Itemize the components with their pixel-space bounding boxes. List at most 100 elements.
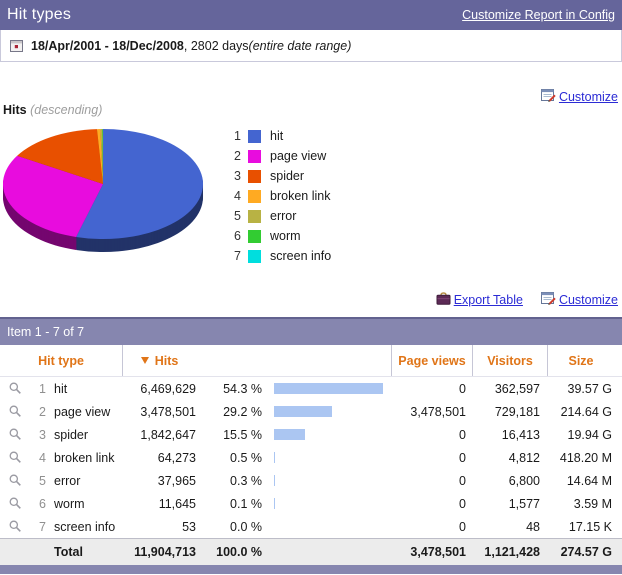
- row-number: 3: [39, 427, 46, 442]
- total-page-views: 3,478,501: [410, 545, 466, 559]
- zoom-magnifier-icon[interactable]: [0, 405, 30, 418]
- table-row: 6 worm 11,645 0.1 % 0 1,577 3.59 M: [0, 492, 622, 515]
- pie-slice-error: [100, 129, 103, 184]
- hit-type-cell: hit: [54, 381, 68, 396]
- percent-cell: 0.0 %: [230, 519, 262, 534]
- row-number: 7: [39, 519, 46, 534]
- hits-cell: 3,478,501: [140, 404, 196, 419]
- export-table-link[interactable]: Export Table: [453, 292, 523, 307]
- hits-cell: 64,273: [157, 450, 196, 465]
- legend-item: 4 broken link: [228, 186, 331, 206]
- size-cell: 14.64 M: [566, 473, 612, 488]
- percent-cell: 29.2 %: [223, 404, 262, 419]
- percent-bar-cell: [262, 429, 392, 440]
- size-cell: 19.94 G: [567, 427, 612, 442]
- table-row: 1 hit 6,469,629 54.3 % 0 362,597 39.57 G: [0, 377, 622, 400]
- legend-swatch-icon: [248, 229, 261, 243]
- legend-item: 2 page view: [228, 146, 331, 166]
- pie-legend: 1 hit 2 page view 3 spider 4 broken link 5 error 6…: [228, 126, 331, 266]
- date-days-text: , 2802 days: [183, 38, 249, 53]
- table-customize-link[interactable]: Customize: [558, 292, 618, 307]
- zoom-magnifier-icon[interactable]: [0, 497, 30, 510]
- legend-swatch-icon: [248, 149, 261, 163]
- pagination-bar: Item 1 - 7 of 7: [0, 317, 622, 345]
- customize-report-in-config-link[interactable]: Customize Report in Config: [462, 8, 615, 22]
- legend-item: 6 worm: [228, 226, 331, 246]
- chart-customize-link[interactable]: Customize: [558, 89, 618, 104]
- percent-bar: [274, 475, 275, 486]
- percent-bar-cell: [262, 475, 392, 486]
- percent-bar-cell: [262, 383, 392, 394]
- hits-cell: 1,842,647: [140, 427, 196, 442]
- total-label: Total: [54, 545, 83, 559]
- row-number: 1: [39, 381, 46, 396]
- visitors-cell: 729,181: [494, 404, 540, 419]
- legend-swatch-icon: [248, 249, 261, 263]
- size-cell: 17.15 K: [568, 519, 612, 534]
- column-header-hit-type[interactable]: Hit type: [0, 345, 123, 376]
- pie-slice-worm: [102, 128, 103, 184]
- zoom-magnifier-icon[interactable]: [0, 428, 30, 441]
- column-header-size[interactable]: Size: [568, 353, 594, 368]
- percent-bar: [274, 406, 333, 417]
- size-cell: 418.20 M: [559, 450, 612, 465]
- legend-rank: 2: [234, 149, 241, 163]
- page-title: Hit types: [7, 6, 72, 23]
- legend-label: error: [270, 209, 297, 223]
- column-header-page-views[interactable]: Page views: [392, 345, 473, 376]
- customize-form-icon: [540, 291, 556, 308]
- date-range-text: 18/Apr/2001 - 18/Dec/2008: [31, 38, 184, 53]
- page-views-cell: 0: [459, 473, 466, 488]
- zoom-magnifier-icon[interactable]: [0, 451, 30, 464]
- zoom-magnifier-icon[interactable]: [0, 382, 30, 395]
- pie-slice-spider: [17, 129, 104, 184]
- percent-bar-cell: [262, 406, 392, 417]
- page-views-cell: 3,478,501: [410, 404, 466, 419]
- legend-item: 7 screen info: [228, 246, 331, 266]
- legend-rank: 7: [234, 249, 241, 263]
- page-views-cell: 0: [459, 427, 466, 442]
- bottom-accent-bar: [0, 565, 622, 574]
- percent-bar-cell: [262, 498, 392, 509]
- title-bar: Hit types Customize Report in Config: [0, 0, 622, 30]
- table-row: 4 broken link 64,273 0.5 % 0 4,812 418.20 M: [0, 446, 622, 469]
- date-note-text: (entire date range): [248, 38, 352, 53]
- legend-rank: 3: [234, 169, 241, 183]
- zoom-magnifier-icon[interactable]: [0, 474, 30, 487]
- pie-slice-broken-link: [96, 129, 103, 184]
- table-row: 5 error 37,965 0.3 % 0 6,800 14.64 M: [0, 469, 622, 492]
- percent-cell: 0.1 %: [230, 496, 262, 511]
- hits-cell: 11,645: [158, 496, 196, 511]
- table-body: 1 hit 6,469,629 54.3 % 0 362,597 39.57 G 2 page …: [0, 377, 622, 538]
- legend-label: broken link: [270, 189, 331, 203]
- page-views-cell: 0: [459, 381, 466, 396]
- page-views-cell: 0: [459, 496, 466, 511]
- chart-title: Hits (descending): [3, 103, 102, 117]
- table-row: 3 spider 1,842,647 15.5 % 0 16,413 19.94 G: [0, 423, 622, 446]
- legend-label: spider: [270, 169, 305, 183]
- legend-swatch-icon: [248, 209, 261, 223]
- legend-item: 5 error: [228, 206, 331, 226]
- column-header-hits[interactable]: Hits: [123, 354, 196, 368]
- pie-slice-hit: [76, 129, 204, 239]
- row-number: 4: [39, 450, 46, 465]
- percent-cell: 54.3 %: [223, 381, 262, 396]
- sort-descending-icon: [140, 357, 149, 364]
- hits-cell: 53: [182, 519, 196, 534]
- export-briefcase-icon: [436, 291, 451, 308]
- total-percent: 100.0 %: [216, 545, 262, 559]
- size-cell: 3.59 M: [573, 496, 612, 511]
- total-hits: 11,904,713: [134, 545, 196, 559]
- page-views-cell: 0: [459, 519, 466, 534]
- size-cell: 214.64 G: [560, 404, 612, 419]
- column-header-visitors[interactable]: Visitors: [473, 345, 548, 376]
- visitors-cell: 6,800: [508, 473, 540, 488]
- zoom-magnifier-icon[interactable]: [0, 520, 30, 533]
- percent-cell: 15.5 %: [223, 427, 262, 442]
- table-row: 2 page view 3,478,501 29.2 % 3,478,501 729,18…: [0, 400, 622, 423]
- hit-type-cell: screen info: [54, 519, 116, 534]
- hit-type-cell: error: [54, 473, 81, 488]
- legend-item: 3 spider: [228, 166, 331, 186]
- legend-rank: 4: [234, 189, 241, 203]
- legend-swatch-icon: [248, 169, 261, 183]
